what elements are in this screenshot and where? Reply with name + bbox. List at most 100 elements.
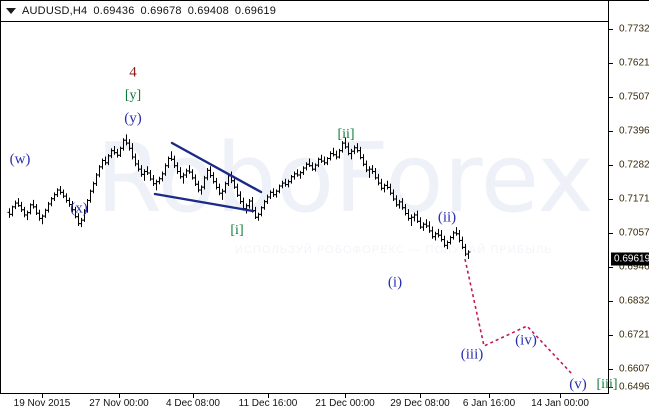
ohlc-bar [175, 162, 180, 174]
price-tick [609, 267, 613, 268]
time-axis-label: 11 Dec 16:00 [238, 398, 298, 409]
ohlc-bar [268, 190, 273, 200]
ohlc-bar [370, 165, 375, 174]
ohlc-bar [19, 201, 24, 213]
chevron-down-icon[interactable] [6, 8, 16, 14]
ohlc-bar [436, 228, 441, 238]
ohlc-bar [25, 210, 30, 221]
time-tick [489, 394, 490, 398]
ohlc-bar [208, 166, 213, 178]
ohlc-bar [313, 163, 318, 172]
price-tick [609, 233, 613, 234]
ohlc-bar [151, 174, 156, 186]
ohlc-bar [286, 179, 291, 188]
ohlc-bar [247, 199, 252, 209]
trendline-wedge-lower[interactable] [153, 192, 255, 213]
ohlc-bar [355, 143, 360, 153]
ohlc-bar [196, 180, 201, 193]
ohlc-bar [292, 171, 297, 180]
ohlc-bar [7, 208, 12, 218]
ohlc-bar [37, 209, 42, 221]
high-value: 0.69678 [140, 5, 182, 17]
time-tick [268, 394, 269, 398]
time-tick [345, 394, 346, 398]
ohlc-bar [433, 231, 438, 241]
ohlc-bar [64, 193, 69, 203]
forecast-path [464, 258, 573, 375]
ohlc-bar [376, 173, 381, 186]
ohlc-bar [298, 170, 303, 179]
ohlc-bar [424, 219, 429, 228]
ohlc-bar [451, 230, 456, 240]
wave-label: (iii) [460, 346, 484, 363]
time-axis-label: 4 Dec 08:00 [166, 398, 220, 409]
ohlc-bar [61, 189, 66, 199]
close-value: 0.69619 [234, 5, 277, 17]
ohlc-bar [334, 150, 339, 160]
time-axis-label: 27 Nov 00:00 [89, 398, 149, 409]
ohlc-bar [220, 188, 225, 200]
ohlc-bar [265, 194, 270, 204]
ohlc-bar [295, 169, 300, 177]
wave-label: (ii) [437, 209, 457, 226]
window-left-border [0, 0, 1, 394]
current-price-label: 0.69619 [611, 252, 649, 266]
wave-label: [iii] [596, 377, 618, 392]
ohlc-bar [385, 180, 390, 190]
price-tick [609, 97, 613, 98]
ohlc-bar [412, 212, 417, 222]
ohlc-bar [127, 139, 132, 151]
ohlc-bar [367, 166, 372, 178]
ohlc-bar [157, 176, 162, 185]
ohlc-bar [304, 162, 309, 171]
ohlc-bar [349, 148, 354, 160]
time-tick [42, 394, 43, 398]
ohlc-bar [52, 192, 57, 202]
price-tick [609, 165, 613, 166]
ohlc-bar [280, 180, 285, 189]
ohlc-bar [322, 156, 327, 166]
ohlc-bar [397, 199, 402, 209]
ohlc-bar [184, 168, 189, 178]
ohlc-bar [271, 188, 276, 197]
low-value: 0.69408 [187, 5, 229, 17]
plot-area[interactable] [0, 22, 608, 393]
price-series-svg [7, 134, 573, 375]
ohlc-bar [124, 134, 129, 146]
wave-label: (i) [387, 274, 403, 291]
ohlc-bar [139, 165, 144, 177]
ohlc-bar [13, 200, 18, 210]
ohlc-bar [58, 185, 63, 195]
ohlc-bar [115, 148, 120, 158]
time-axis-label: 14 Jan 00:00 [531, 398, 589, 409]
ohlc-bar [283, 178, 288, 187]
wave-label: (y) [124, 110, 142, 127]
ohlc-bar [421, 222, 426, 231]
ohlc-bar [145, 166, 150, 175]
time-axis-label: 29 Dec 08:00 [390, 398, 450, 409]
wave-label: [i] [230, 223, 244, 238]
trendline-wedge-upper[interactable] [170, 141, 263, 194]
wave-label: (x) [70, 200, 88, 217]
ohlc-bar [352, 145, 357, 155]
price-tick [609, 301, 613, 302]
ohlc-bar [181, 172, 186, 184]
price-tick [609, 29, 613, 30]
ohlc-bar [319, 154, 324, 163]
open-value: 0.69436 [93, 5, 135, 17]
wave-label: (v) [569, 376, 587, 393]
wave-label: 4 [129, 64, 137, 81]
symbol-label: AUDUSD,H4 [22, 5, 88, 17]
ohlc-bar [160, 171, 165, 182]
ohlc-bar [466, 250, 471, 259]
time-axis-label: 19 Nov 2015 [13, 398, 71, 409]
window-top-border [0, 0, 649, 1]
